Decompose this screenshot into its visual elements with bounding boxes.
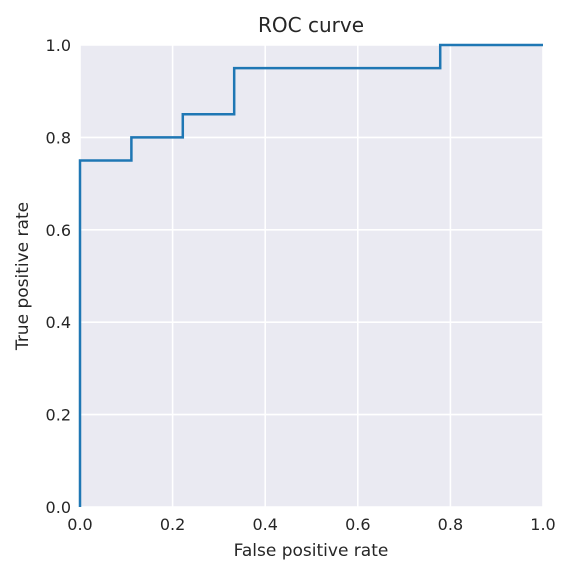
x-tick-label: 0.2 xyxy=(160,515,185,534)
roc-series xyxy=(78,43,543,507)
y-tick-labels: 0.0 0.2 0.4 0.6 0.8 1.0 xyxy=(46,36,71,517)
y-tick-label: 0.8 xyxy=(46,128,71,147)
roc-curve-line xyxy=(78,43,543,507)
y-tick-label: 0.4 xyxy=(46,313,71,332)
y-tick-label: 0.0 xyxy=(46,498,71,517)
x-tick-label: 0.8 xyxy=(438,515,463,534)
x-tick-label: 0.4 xyxy=(252,515,277,534)
y-tick-label: 1.0 xyxy=(46,36,71,55)
plot-area xyxy=(80,45,543,507)
x-tick-label: 1.0 xyxy=(530,515,555,534)
x-axis-label: False positive rate xyxy=(234,541,389,561)
y-axis-label: True positive rate xyxy=(13,202,33,351)
chart-title: ROC curve xyxy=(258,13,364,37)
x-tick-labels: 0.0 0.2 0.4 0.6 0.8 1.0 xyxy=(67,515,555,534)
x-tick-label: 0.0 xyxy=(67,515,92,534)
y-tick-label: 0.6 xyxy=(46,221,71,240)
y-tick-label: 0.2 xyxy=(46,406,71,425)
x-tick-label: 0.6 xyxy=(345,515,370,534)
